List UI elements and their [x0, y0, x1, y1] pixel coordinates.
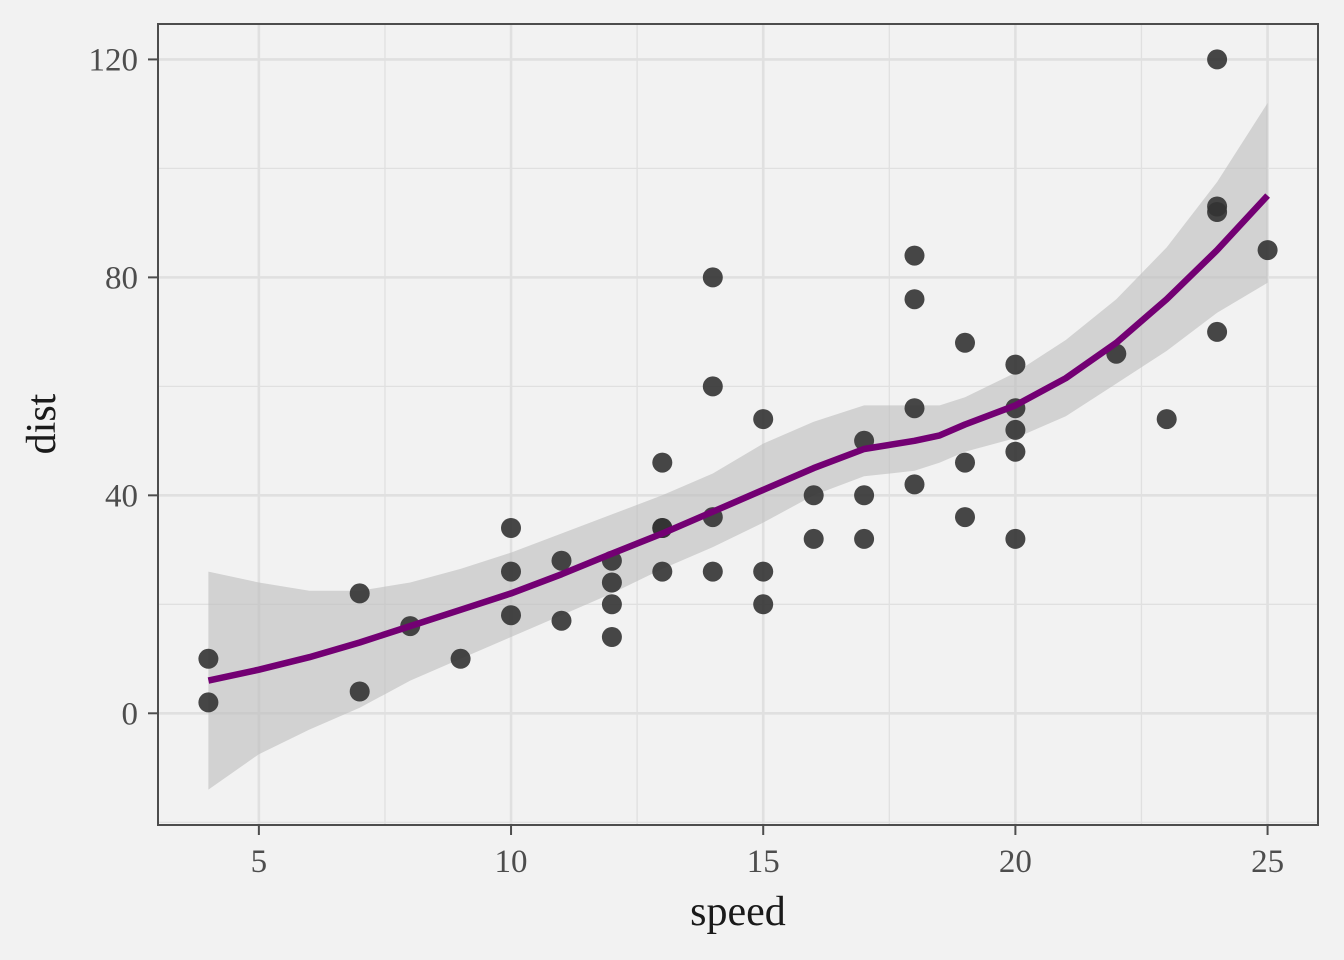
data-point	[803, 485, 824, 506]
data-point	[601, 594, 622, 615]
major-gridlines	[158, 24, 1318, 825]
smooth-fit-line	[207, 193, 1270, 684]
y-axis-title: dist	[19, 393, 65, 454]
data-point	[702, 376, 723, 397]
data-point	[702, 561, 723, 582]
data-point	[1257, 240, 1278, 261]
data-point	[753, 561, 774, 582]
data-point	[198, 692, 219, 713]
data-point	[1005, 528, 1026, 549]
x-tick-label: 5	[251, 844, 268, 880]
x-tick-label: 10	[495, 844, 528, 880]
data-point	[501, 518, 521, 538]
data-point	[803, 528, 824, 549]
data-point	[652, 452, 673, 473]
data-point	[349, 583, 370, 604]
data-point	[955, 332, 975, 353]
data-point	[1207, 196, 1228, 217]
confidence-band	[208, 103, 1268, 790]
x-tick-label: 20	[999, 844, 1032, 880]
data-point	[1156, 409, 1177, 430]
axis-ticks-layer: 5 10 15 20 25 0 40 80 120	[89, 42, 1285, 880]
y-tick-label: 80	[105, 260, 138, 296]
confidence-band-layer	[208, 103, 1268, 790]
data-point	[955, 452, 975, 473]
data-point	[1207, 321, 1228, 342]
data-point	[198, 648, 219, 669]
data-point	[450, 648, 471, 669]
data-point	[753, 409, 774, 430]
y-tick-label: 40	[105, 478, 138, 514]
data-point	[652, 561, 673, 582]
y-tick-label: 120	[89, 42, 139, 78]
x-tick-label: 15	[747, 844, 780, 880]
data-point	[904, 474, 925, 495]
x-axis-title: speed	[690, 889, 786, 935]
data-point	[854, 485, 875, 506]
data-point	[753, 594, 774, 615]
x-tick-label: 25	[1251, 844, 1284, 880]
data-point	[1005, 419, 1026, 440]
data-point	[349, 681, 370, 702]
smooth-line-layer	[207, 193, 1270, 684]
data-point	[904, 398, 925, 419]
data-point	[1207, 49, 1228, 70]
data-point	[501, 561, 521, 582]
data-point	[551, 610, 572, 631]
data-point	[551, 550, 572, 571]
data-point	[501, 605, 521, 626]
data-point	[1005, 354, 1026, 375]
data-point	[702, 267, 723, 288]
data-point	[854, 528, 875, 549]
data-point	[601, 627, 622, 647]
data-point	[904, 289, 925, 310]
y-tick-label: 0	[122, 696, 139, 732]
data-point	[904, 245, 925, 266]
data-point	[955, 507, 975, 528]
data-point	[1005, 441, 1026, 462]
data-point	[601, 572, 622, 593]
panel-border	[157, 23, 1319, 826]
